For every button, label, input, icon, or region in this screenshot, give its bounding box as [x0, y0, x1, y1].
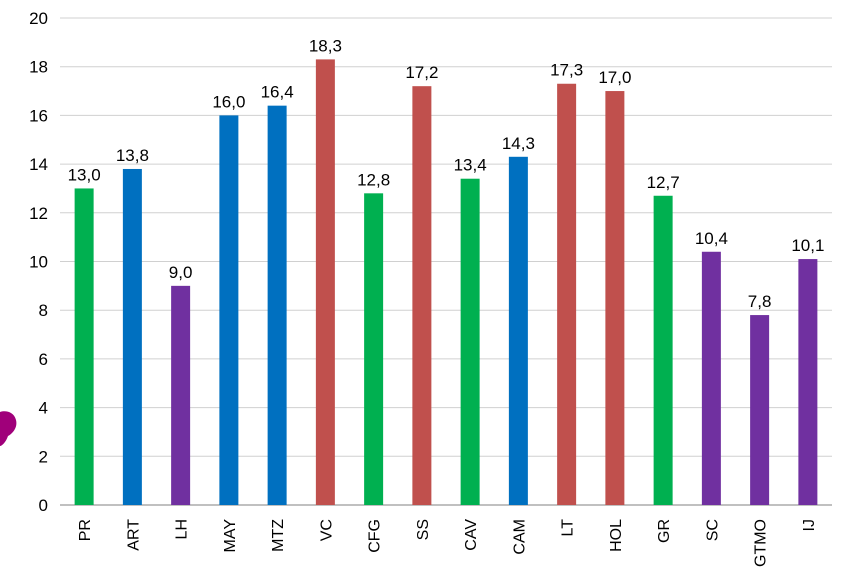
y-axis-tick-labels: 0 2 4 6 8 10 12 14 16 18 20	[29, 9, 48, 515]
category-label: VC	[318, 519, 335, 541]
y-tick-label: 4	[39, 399, 48, 418]
data-label: 17,2	[405, 63, 438, 82]
data-label: 13,4	[454, 156, 487, 175]
data-label: 13,0	[68, 165, 101, 184]
y-tick-label: 16	[29, 106, 48, 125]
data-label: 17,3	[550, 61, 583, 80]
edge-decoration-shape	[0, 411, 17, 446]
category-label: MTZ	[270, 519, 287, 552]
category-label: IJ	[801, 519, 818, 531]
category-label: GR	[656, 519, 673, 543]
y-tick-label: 18	[29, 58, 48, 77]
y-tick-label: 10	[29, 253, 48, 272]
data-label: 12,7	[647, 173, 680, 192]
category-label: CAM	[511, 519, 528, 555]
y-tick-label: 0	[39, 496, 48, 515]
category-label: ART	[125, 519, 142, 551]
bar	[171, 285, 191, 505]
bar	[315, 59, 335, 506]
bar	[267, 105, 287, 505]
category-label: MAY	[222, 519, 239, 553]
bar	[74, 188, 94, 505]
y-tick-label: 20	[29, 9, 48, 28]
y-tick-label: 6	[39, 350, 48, 369]
data-label: 7,8	[748, 292, 772, 311]
bar	[412, 86, 432, 506]
edge-shape	[0, 411, 17, 446]
bar	[460, 178, 480, 505]
data-label: 16,4	[261, 83, 294, 102]
y-tick-label: 2	[39, 447, 48, 466]
bar	[605, 91, 625, 506]
bar	[798, 259, 818, 505]
data-label: 16,0	[212, 92, 245, 111]
y-tick-label: 8	[39, 301, 48, 320]
bars	[74, 59, 818, 506]
bar	[750, 315, 770, 505]
category-label: HOL	[608, 519, 625, 552]
category-label: SC	[704, 519, 721, 541]
data-label: 10,4	[695, 229, 728, 248]
category-label: GTMO	[753, 519, 770, 567]
data-label: 18,3	[309, 36, 342, 55]
bar	[219, 115, 239, 506]
bar	[364, 193, 384, 505]
category-label: PR	[77, 519, 94, 541]
category-label: SS	[415, 519, 432, 540]
data-label: 9,0	[169, 263, 193, 282]
data-label: 14,3	[502, 134, 535, 153]
bar	[508, 156, 528, 506]
data-label: 10,1	[791, 236, 824, 255]
data-labels: 13,0 13,8 9,0 16,0 16,4 18,3 12,8 17,2 13,4 14,3 1…	[68, 36, 825, 311]
bar	[557, 83, 577, 506]
category-labels: PR ART LH MAY MTZ VC CFG SS CAV CAM LT HOL GR SC GTMO I…	[77, 519, 818, 567]
data-label: 13,8	[116, 146, 149, 165]
category-label: LT	[560, 519, 577, 537]
category-label: CAV	[463, 519, 480, 551]
bar	[701, 251, 721, 505]
category-label: LH	[174, 519, 191, 539]
category-label: CFG	[367, 519, 384, 553]
data-label: 12,8	[357, 170, 390, 189]
data-label: 17,0	[598, 68, 631, 87]
y-tick-label: 14	[29, 155, 48, 174]
bar	[122, 168, 142, 505]
y-tick-label: 12	[29, 204, 48, 223]
bar	[653, 195, 673, 505]
